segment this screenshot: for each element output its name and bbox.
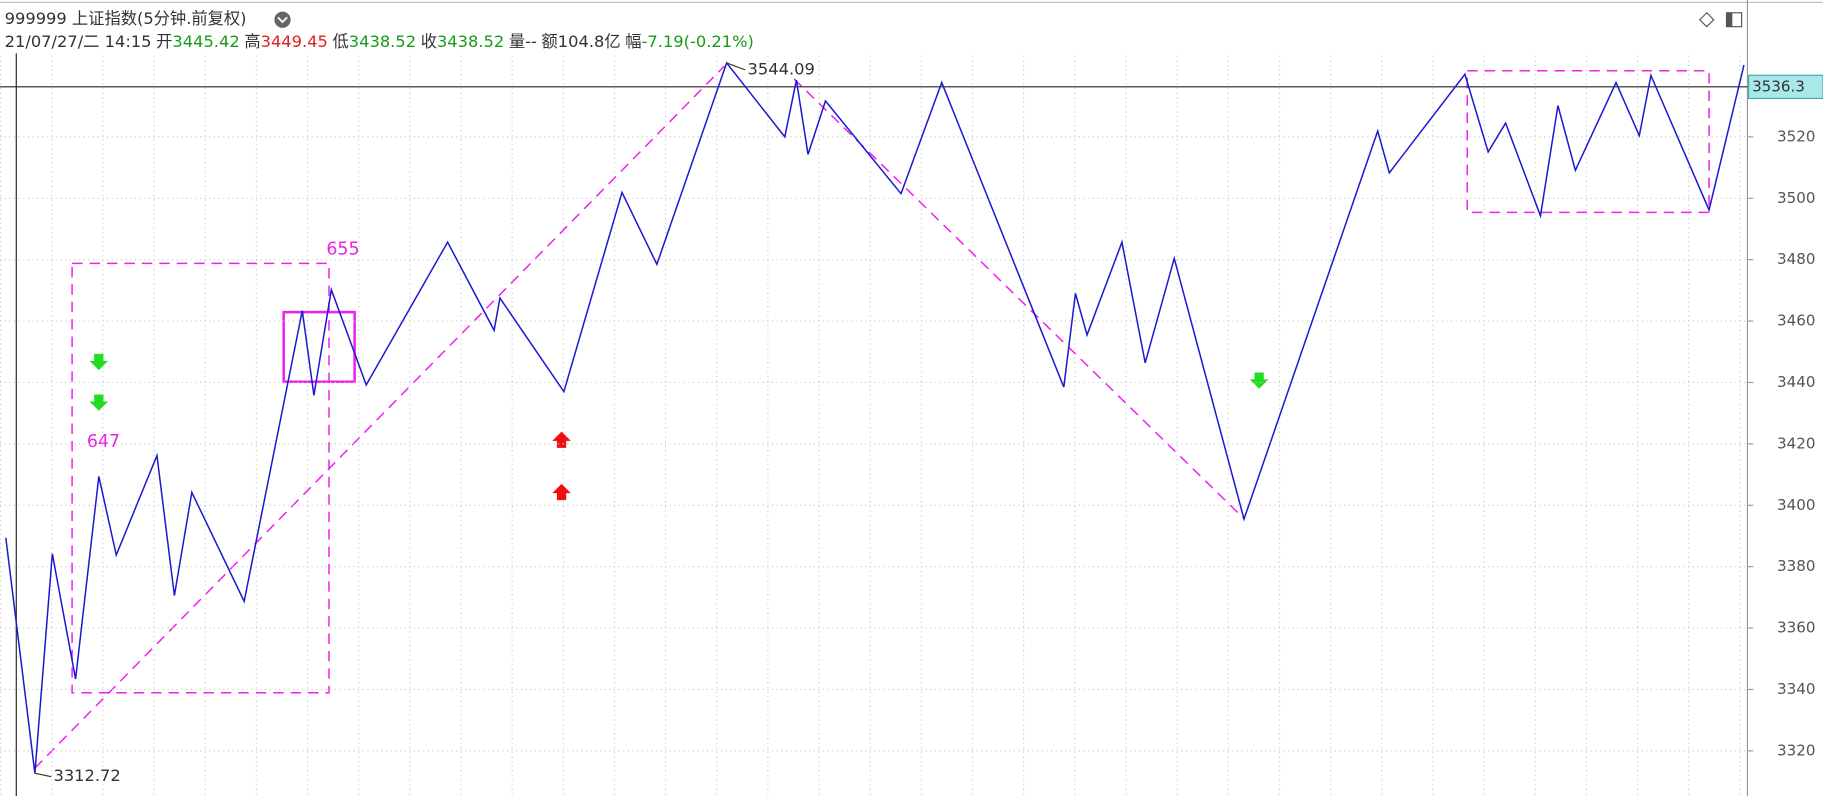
info-line: 21/07/27/二 14:15 开3445.42 高3449.45 低3438.52…	[5, 31, 754, 50]
up-arrow	[552, 483, 571, 501]
down-arrow	[89, 353, 109, 371]
field-value: 104.8亿	[558, 31, 621, 50]
field-value: 3438.52	[349, 31, 416, 50]
field-value: --	[525, 31, 537, 50]
y-tick-label: 3380	[1777, 557, 1815, 575]
zigzag-line	[5, 61, 1745, 774]
y-tick-label: 3340	[1777, 680, 1815, 698]
title: 999999 上证指数(5分钟.前复权)	[5, 9, 247, 28]
high-label: 3544.09	[748, 59, 815, 78]
dashed-box	[71, 262, 330, 694]
low-label: 3312.72	[53, 766, 120, 785]
y-tick-label: 3440	[1777, 373, 1815, 391]
dropdown-icon[interactable]	[274, 11, 291, 28]
panel-icon-fill	[1726, 12, 1733, 27]
low-pointer	[34, 772, 52, 778]
last-price-label: 3536.3	[1752, 77, 1805, 95]
field-value: 3449.45	[261, 31, 328, 50]
field-label: 高	[244, 31, 260, 50]
y-tick-label: 3500	[1777, 189, 1815, 207]
field-value: 3445.42	[172, 31, 239, 50]
y-tick-label: 3480	[1777, 250, 1815, 268]
box	[282, 310, 356, 384]
annotation: 655	[326, 239, 359, 259]
y-tick-label: 3520	[1777, 127, 1815, 145]
y-tick-label: 3420	[1777, 434, 1815, 452]
down-arrow	[1249, 372, 1269, 389]
y-tick-label: 3400	[1777, 496, 1815, 514]
annotation: 647	[87, 432, 120, 452]
field-label: 额	[542, 31, 558, 50]
diamond-icon[interactable]	[1698, 11, 1715, 28]
date: 21/07/27/二 14:15	[5, 31, 152, 50]
y-tick-label: 3360	[1777, 619, 1815, 637]
down-arrow	[89, 394, 109, 411]
y-tick-label: 3320	[1777, 741, 1815, 759]
vertical-grid	[0, 53, 1748, 796]
field-value: 3438.52	[437, 31, 504, 50]
field-label: 幅	[625, 31, 641, 50]
field-label: 收	[421, 31, 437, 50]
field-value: -7.19(-0.21%)	[642, 31, 754, 50]
trend-line	[793, 78, 1245, 520]
up-arrow	[552, 431, 571, 448]
last-price-tag	[1748, 74, 1823, 100]
y-tick-label: 3460	[1777, 312, 1815, 330]
field-label: 低	[333, 31, 349, 50]
high-pointer	[726, 62, 746, 71]
dropdown-chevron	[277, 16, 288, 24]
drawings	[34, 65, 1710, 769]
signal-arrows	[89, 353, 1269, 501]
field-label: 量	[509, 31, 525, 50]
field-label: 开	[156, 31, 172, 50]
trend-line	[34, 65, 725, 769]
